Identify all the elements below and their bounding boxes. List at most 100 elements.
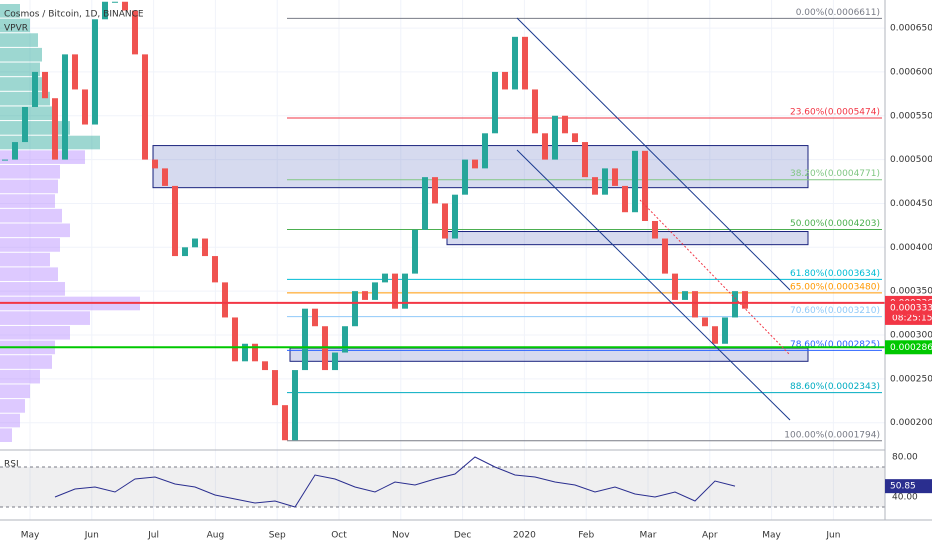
candle	[142, 54, 148, 160]
candle	[162, 168, 168, 186]
fib-label: 65.00%(0.0003480)	[790, 282, 880, 292]
x-tick-label: May	[21, 531, 40, 541]
candle	[182, 247, 188, 257]
candle	[442, 203, 448, 239]
volume-profile-bar	[0, 282, 65, 296]
volume-profile-bar	[0, 399, 25, 413]
volume-profile-bar	[0, 33, 38, 47]
x-tick-label: Feb	[578, 531, 594, 541]
x-tick-label: Apr	[702, 531, 718, 541]
x-tick-label: Jun	[825, 531, 840, 541]
candle	[92, 19, 98, 125]
candle	[242, 343, 248, 362]
candle	[542, 133, 548, 160]
x-tick-label: Sep	[269, 531, 286, 541]
fib-label: 88.60%(0.0002343)	[790, 382, 880, 392]
candle	[632, 150, 638, 213]
candle	[152, 159, 158, 169]
candle	[532, 89, 538, 134]
candle	[72, 54, 78, 90]
candle	[412, 229, 418, 274]
fib-label: 23.60%(0.0005474)	[790, 108, 880, 118]
candle	[312, 308, 318, 327]
candle	[282, 405, 288, 441]
candle	[292, 370, 298, 441]
candle	[652, 220, 658, 239]
candle	[12, 142, 18, 160]
volume-profile-bar	[0, 62, 40, 77]
candle	[732, 291, 738, 318]
candle	[302, 308, 308, 371]
candle	[482, 133, 488, 169]
candle	[722, 317, 728, 344]
candle	[712, 326, 718, 344]
candle	[32, 71, 38, 107]
volume-profile-bar	[0, 164, 60, 179]
rsi-tick-label: 40.00	[892, 493, 918, 503]
volume-profile-bar	[0, 384, 30, 399]
volume-profile-bar	[0, 223, 70, 238]
volume-profile-bar	[0, 208, 62, 223]
candle	[592, 177, 598, 195]
fib-label: 100.00%(0.0001794)	[784, 430, 880, 440]
candle	[62, 54, 68, 160]
candle	[352, 291, 358, 327]
x-tick-label: 2020	[513, 531, 536, 541]
chart-title: Cosmos / Bitcoin, 1D, BINANCE	[4, 10, 144, 20]
fib-label: 38.20%(0.0004771)	[790, 169, 880, 179]
volume-profile-bar	[0, 194, 55, 208]
candle	[492, 71, 498, 134]
candle	[672, 273, 678, 300]
candle	[212, 256, 218, 283]
volume-profile-bar	[0, 311, 90, 325]
candle	[552, 115, 558, 160]
candle	[252, 343, 258, 362]
volume-profile-bar	[0, 18, 30, 33]
candle	[582, 142, 588, 178]
rsi-band	[0, 467, 885, 507]
candle	[742, 291, 748, 309]
candle	[232, 317, 238, 362]
candle	[452, 194, 458, 239]
candle	[702, 317, 708, 327]
candle	[372, 282, 378, 300]
volume-profile-bar	[0, 355, 52, 369]
fib-label: 0.00%(0.0006611)	[796, 8, 880, 18]
candle	[642, 150, 648, 221]
zone	[152, 145, 809, 189]
y-tick-label: 0.0002000	[890, 418, 932, 428]
candle	[332, 352, 338, 371]
x-tick-label: Nov	[392, 531, 410, 541]
candle	[692, 291, 698, 318]
candle	[102, 1, 108, 20]
candle	[202, 238, 208, 257]
candle	[572, 133, 578, 143]
candle	[172, 185, 178, 257]
candle	[382, 273, 388, 283]
channel-line	[516, 149, 791, 421]
candle	[22, 106, 28, 143]
candle	[112, 1, 118, 3]
volume-profile-bar	[0, 77, 45, 91]
x-tick-label: Dec	[454, 531, 471, 541]
volume-profile-bar	[0, 4, 20, 18]
candle	[512, 36, 518, 90]
volume-profile-bar	[0, 428, 12, 442]
candle	[462, 159, 468, 195]
volume-profile-bar	[0, 267, 58, 282]
candle	[132, 10, 138, 55]
candle	[192, 238, 198, 248]
rsi-line	[54, 456, 736, 508]
candle	[612, 168, 618, 186]
candle	[522, 36, 528, 90]
candle	[562, 115, 568, 134]
price-tag	[885, 300, 932, 315]
